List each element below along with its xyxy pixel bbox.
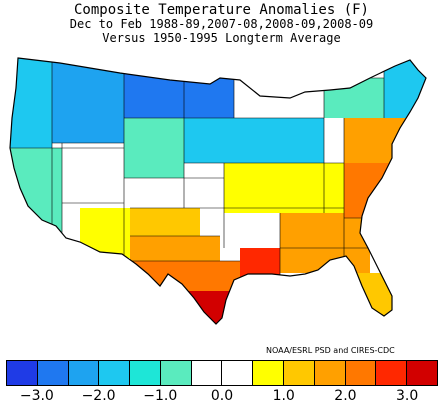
map-region-wyoming-colorado [62, 143, 124, 203]
legend-swatch [67, 361, 99, 385]
legend-swatch [313, 361, 345, 385]
legend-swatch [283, 361, 314, 385]
map-region-mid-atlantic [344, 163, 404, 218]
map-region-pacific-northwest [10, 58, 52, 148]
legend-tick-label: −1.0 [143, 388, 178, 404]
us-anomaly-map [9, 57, 427, 325]
legend-swatch [36, 361, 68, 385]
legend-swatch [406, 361, 437, 385]
map-region-oklahoma [130, 208, 200, 236]
legend-ticks: −3.0 −2.0 −1.0 0.0 1.0 2.0 3.0 [6, 388, 438, 404]
map-region-south-dakota-nebraska [124, 118, 184, 178]
legend-tick-label: 2.0 [334, 388, 357, 404]
legend-swatch [344, 361, 376, 385]
map-title: Composite Temperature Anomalies (F) [73, 2, 369, 18]
legend-tick-label: −2.0 [81, 388, 116, 404]
legend-swatch [252, 361, 284, 385]
map-region-maine [384, 58, 426, 118]
legend-swatch [98, 361, 130, 385]
data-credit: NOAA/ESRL PSD and CIRES-CDC [266, 346, 395, 355]
legend-swatch [190, 361, 222, 385]
map-region-great-lakes [184, 118, 324, 163]
legend-swatch [7, 361, 37, 385]
map-region-ohio-valley [224, 163, 344, 213]
map-region-florida [340, 273, 400, 323]
map-region-north-dakota-minnesota [124, 58, 234, 118]
map-region-texas-north [130, 236, 220, 261]
legend-swatch [221, 361, 253, 385]
legend-tick-label: 0.0 [210, 388, 234, 404]
legend-swatch [159, 361, 191, 385]
map-region-texas-south [130, 261, 240, 291]
map-region-idaho-montana [52, 58, 124, 143]
map-subtitle-baseline: Versus 1950-1995 Longterm Average [102, 31, 341, 45]
legend-swatch [375, 361, 407, 385]
legend-swatch [129, 361, 160, 385]
map-subtitle-seasons: Dec to Feb 1988-89,2007-08,2008-09,2008-… [69, 17, 374, 31]
legend-tick-label: 3.0 [396, 388, 419, 404]
legend-tick-label: −3.0 [19, 388, 54, 404]
map-region-northeast [344, 118, 414, 163]
map-region-california-nevada [10, 148, 62, 248]
map-region-new-england [324, 78, 384, 118]
map-region-kansas-missouri [124, 178, 224, 208]
map-region-new-mexico [80, 208, 130, 258]
map-region-louisiana [240, 248, 280, 298]
us-outline [9, 57, 427, 325]
legend-tick-label: 1.0 [272, 388, 295, 404]
map-region-southeast [280, 213, 370, 273]
color-legend [6, 360, 438, 386]
